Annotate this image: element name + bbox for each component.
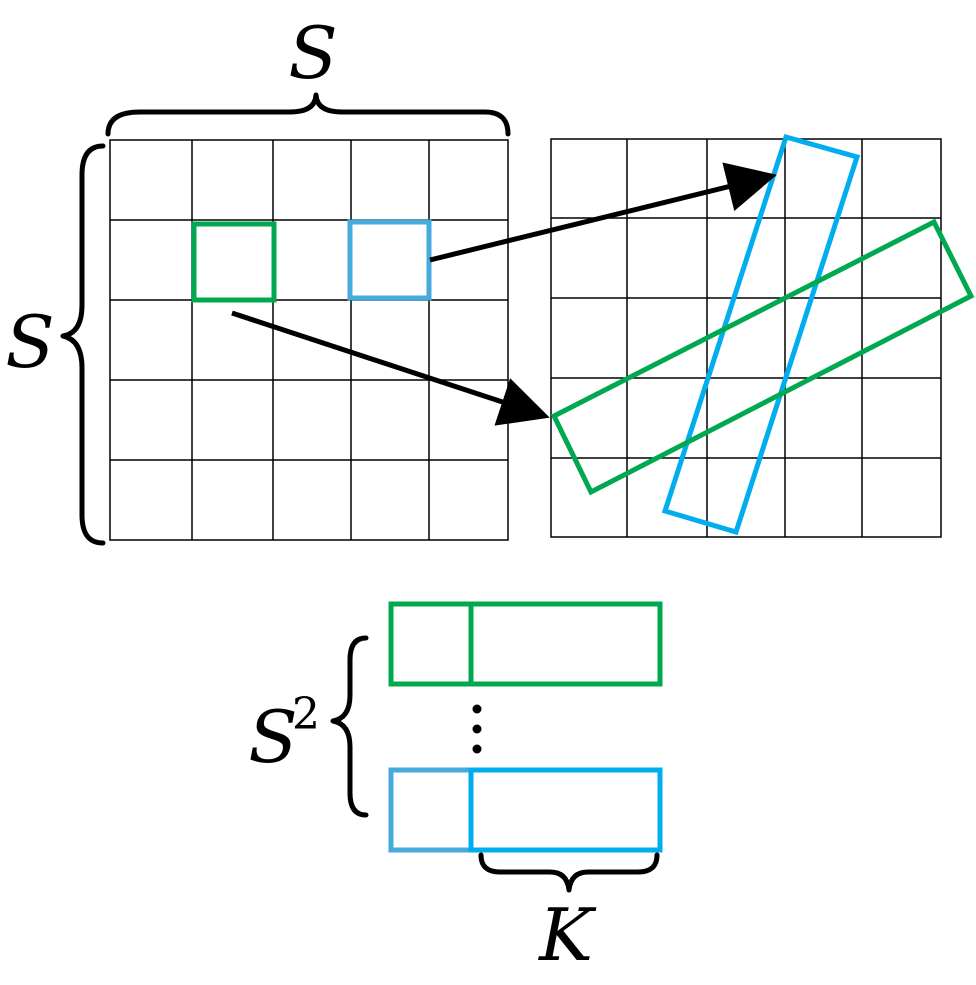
blue-projected-kernel	[661, 133, 861, 536]
input-grid-border	[109, 139, 509, 541]
output-grid-border	[550, 138, 942, 538]
output-grid	[550, 138, 942, 538]
stack-width-label: K	[537, 893, 597, 977]
stack-brace	[330, 635, 369, 818]
blue-cell	[347, 219, 432, 301]
grid-top-label: S	[288, 11, 337, 95]
green-arrow	[231, 310, 550, 426]
ellipsis-dot	[472, 744, 482, 754]
ellipsis-dot	[472, 704, 482, 714]
stack-exponent: 2	[292, 689, 320, 740]
kernel-brace	[478, 852, 660, 893]
stack-base-label: S	[248, 695, 297, 779]
green-projected-kernel	[550, 218, 975, 496]
ellipsis-dot	[472, 724, 482, 734]
green-stack-row	[388, 601, 663, 687]
top-brace	[105, 92, 511, 137]
green-cell	[191, 221, 277, 303]
blue-stack-cell	[388, 767, 474, 853]
blue-stack-kernel	[468, 767, 663, 853]
left-brace	[60, 143, 106, 546]
input-grid	[109, 139, 509, 541]
blue-arrow	[429, 162, 777, 263]
grid-side-label: S	[5, 300, 54, 384]
vertical-ellipsis	[472, 704, 482, 754]
